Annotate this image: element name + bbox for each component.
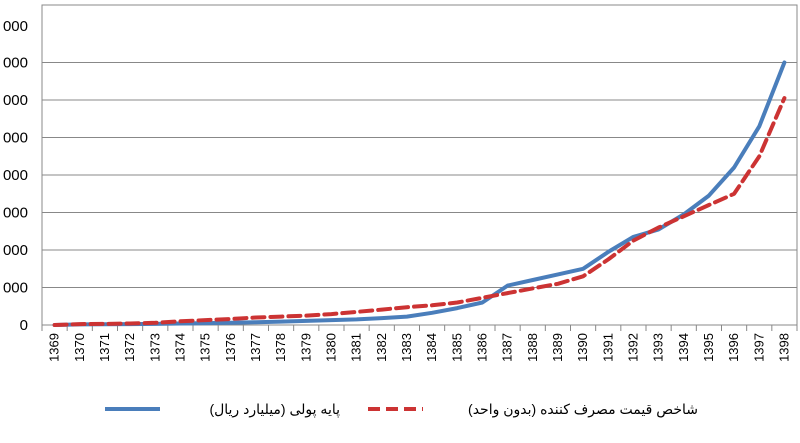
x-tick-label: 1372 [122, 333, 137, 362]
x-tick-label: 1374 [172, 333, 187, 362]
y-tick-label: 000 [3, 167, 28, 184]
x-tick-label: 1384 [424, 333, 439, 362]
x-tick-label: 1397 [751, 333, 766, 362]
x-tick-label: 1389 [550, 333, 565, 362]
x-tick-label: 1379 [298, 333, 313, 362]
gridlines [41, 4, 798, 326]
x-tick-label: 1395 [701, 333, 716, 362]
y-tick-label: 0 [20, 317, 28, 334]
series-line-dashed [52, 96, 787, 327]
x-axis: 1369 1370 1371 1372 1373 1374 1375 1376 1377 1378… [41, 324, 798, 362]
y-tick-label: 000 [3, 280, 28, 297]
y-tick-label: 000 [3, 92, 28, 109]
x-tick-label: 1371 [97, 333, 112, 362]
x-tick-label: 1390 [575, 333, 590, 362]
x-tick-label: 1369 [47, 333, 62, 362]
x-tick-label: 1386 [474, 333, 489, 362]
legend: پایه پولی (میلیارد ریال) شاخص قیمت مصرف … [105, 401, 698, 418]
x-tick-label: 1391 [600, 333, 615, 362]
x-tick-label: 1388 [525, 333, 540, 362]
x-tick-label: 1370 [72, 333, 87, 362]
y-tick-label: 000 [3, 130, 28, 147]
x-tick-label: 1394 [676, 333, 691, 362]
x-tick-label: 1380 [323, 333, 338, 362]
x-tick-label: 1377 [248, 333, 263, 362]
x-tick-label: 1392 [625, 333, 640, 362]
y-tick-label: 000 [3, 242, 28, 259]
plot-area-border [41, 4, 798, 326]
x-tick-label: 1375 [198, 333, 213, 362]
series-line-solid [52, 60, 787, 327]
x-tick-label: 1378 [273, 333, 288, 362]
x-tick-label: 1393 [651, 333, 666, 362]
x-tick-label: 1387 [500, 333, 515, 362]
series-lines [52, 60, 787, 327]
legend-label-solid: پایه پولی (میلیارد ریال) [209, 401, 340, 418]
x-tick-label: 1381 [349, 333, 364, 362]
x-tick-label: 1396 [726, 333, 741, 362]
y-tick-label: 000 [3, 18, 28, 35]
x-tick-label: 1383 [399, 333, 414, 362]
x-tick-label: 1398 [776, 333, 791, 362]
x-tick-label: 1373 [147, 333, 162, 362]
legend-label-dashed: شاخص قیمت مصرف کننده (بدون واحد) [468, 401, 698, 418]
x-tick-label: 1376 [223, 333, 238, 362]
x-tick-label: 1385 [449, 333, 464, 362]
y-tick-label: 000 [3, 205, 28, 222]
y-tick-label: 000 [3, 55, 28, 72]
x-tick-label: 1382 [374, 333, 389, 362]
